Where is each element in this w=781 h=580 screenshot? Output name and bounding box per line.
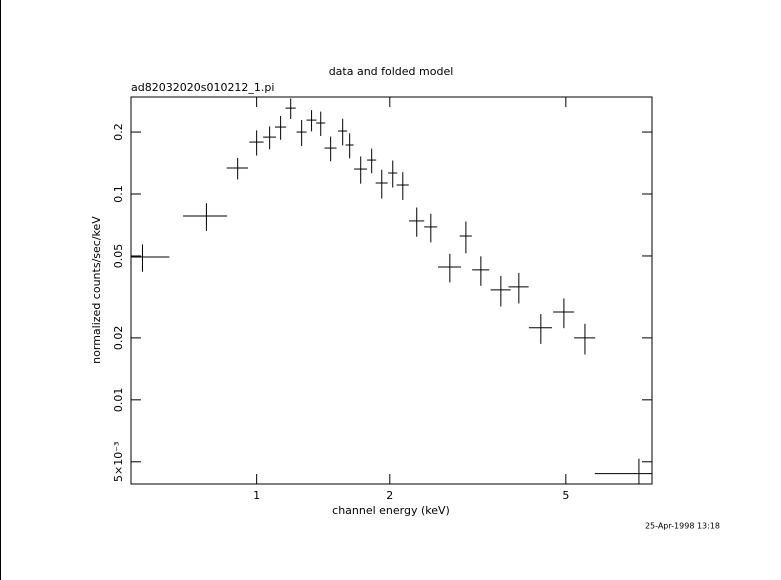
- chart-title: data and folded model: [329, 65, 454, 78]
- y-tick-label: 0.05: [112, 244, 125, 269]
- data-layer: [131, 98, 652, 484]
- plot-frame: [130, 96, 653, 485]
- chart-subtitle: ad82032020s010212_1.pi: [131, 81, 274, 94]
- x-tick-label: 1: [253, 489, 260, 502]
- x-tick-label: 5: [562, 489, 569, 502]
- timestamp: 25-Apr-1998 13:18: [645, 522, 720, 531]
- y-axis-label: normalized counts/sec/keV: [90, 216, 103, 364]
- x-axis-label: channel energy (keV): [332, 504, 450, 517]
- x-tick-label: 2: [386, 489, 393, 502]
- y-tick-label: 0.1: [112, 185, 125, 203]
- y-tick-label: 0.02: [112, 326, 125, 351]
- y-tick-label: 5×10⁻³: [112, 442, 125, 482]
- y-tick-label: 0.2: [112, 123, 125, 141]
- y-tick-label: 0.01: [112, 388, 125, 413]
